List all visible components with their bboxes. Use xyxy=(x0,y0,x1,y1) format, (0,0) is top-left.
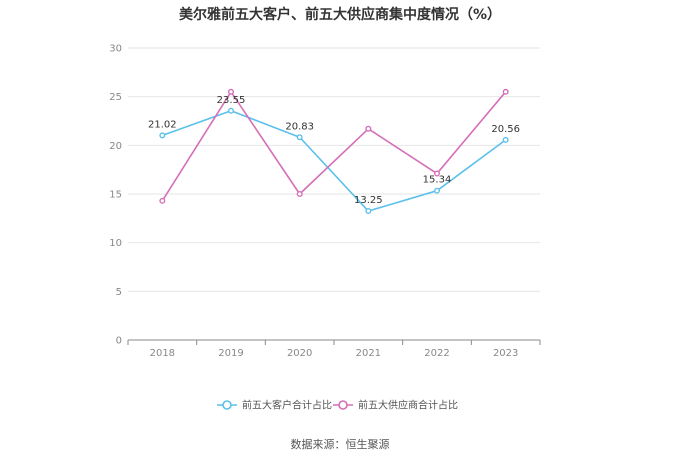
legend-label: 前五大客户合计占比 xyxy=(242,399,332,412)
grid-lines xyxy=(128,47,540,292)
y-tick-label: 30 xyxy=(109,44,122,55)
y-tick-label: 15 xyxy=(109,190,122,201)
axes: 0 5 10 15 20 25 30 2018 2019 2020 2021 2022 2023 xyxy=(109,44,541,359)
x-tick-label: 2021 xyxy=(356,348,381,359)
series-1-point xyxy=(296,190,303,197)
data-label: 13.25 xyxy=(354,195,383,206)
x-tick-label: 2022 xyxy=(424,348,449,359)
y-tick-label: 20 xyxy=(109,141,122,152)
series-1-point xyxy=(434,170,441,177)
series-1-point xyxy=(227,88,234,95)
series-line-1 xyxy=(161,91,507,202)
chart-title: 美尔雅前五大客户、前五大供应商集中度情况（%） xyxy=(178,7,502,23)
legend-item-0: 前五大客户合计占比 xyxy=(217,399,332,412)
legend-swatch-marker xyxy=(222,400,232,410)
series-0-point xyxy=(365,208,372,215)
y-tick-label: 25 xyxy=(109,92,122,103)
legend: 前五大客户合计占比 前五大供应商合计占比 xyxy=(217,399,458,412)
legend-label: 前五大供应商合计占比 xyxy=(358,399,458,412)
series-1-point xyxy=(502,88,509,95)
series-1-point xyxy=(159,197,166,204)
data-labels: 21.02 23.55 20.83 13.25 15.34 20.56 xyxy=(148,95,520,206)
series-0-point xyxy=(296,134,303,141)
y-tick-label: 10 xyxy=(109,238,122,249)
source-note: 数据来源：恒生聚源 xyxy=(290,438,390,451)
data-label: 21.02 xyxy=(148,119,177,130)
series xyxy=(159,88,509,215)
y-tick-label: 0 xyxy=(116,336,122,347)
legend-swatch-marker xyxy=(338,400,348,410)
x-tick-label: 2019 xyxy=(218,348,243,359)
data-label: 15.34 xyxy=(423,175,452,186)
series-0-point xyxy=(159,132,166,139)
series-1-point xyxy=(365,125,372,132)
x-tick-label: 2018 xyxy=(150,348,175,359)
series-0-point xyxy=(227,107,234,114)
x-tick-label: 2023 xyxy=(493,348,518,359)
series-0-point xyxy=(434,187,441,194)
x-tick-label: 2020 xyxy=(287,348,312,359)
y-tick-label: 5 xyxy=(116,287,122,298)
series-0-point xyxy=(502,136,509,143)
legend-item-1: 前五大供应商合计占比 xyxy=(333,399,458,412)
series-line-0 xyxy=(162,109,507,212)
data-label: 20.56 xyxy=(491,124,520,135)
data-label: 23.55 xyxy=(217,95,246,106)
data-label: 20.83 xyxy=(285,121,314,132)
